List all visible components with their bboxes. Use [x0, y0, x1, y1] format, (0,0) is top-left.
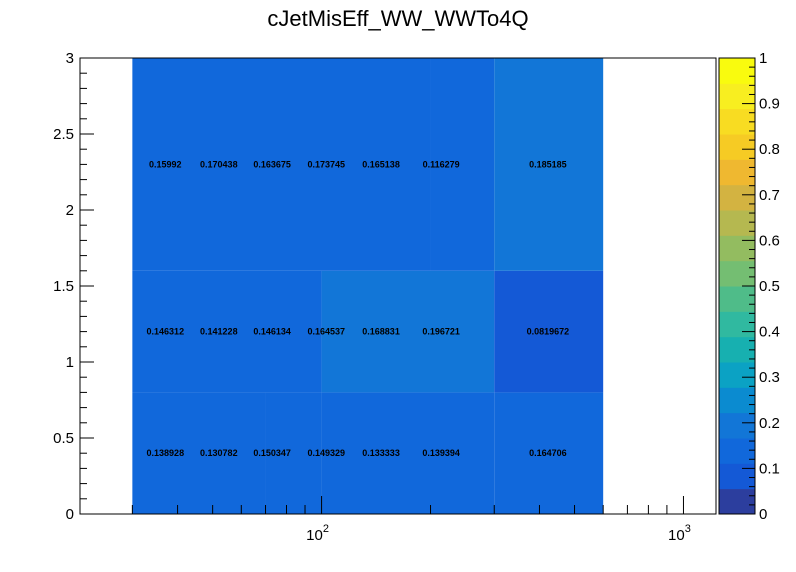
heatmap-cell [265, 392, 322, 514]
chart-title: cJetMisEff_WW_WWTo4Q [267, 6, 529, 31]
y-tick-label: 1 [66, 354, 74, 371]
cell-value-label: 0.138928 [147, 448, 185, 458]
y-tick-label: 0.5 [53, 430, 74, 447]
cell-value-label: 0.185185 [529, 159, 567, 169]
colorbar-tick-label: 0.2 [759, 415, 780, 432]
cell-value-label: 0.150347 [253, 448, 291, 458]
colorbar-segment [719, 311, 755, 338]
colorbar-segment [719, 488, 755, 515]
cell-value-label: 0.170438 [200, 159, 238, 169]
colorbar-segment [719, 58, 755, 84]
cell-value-label: 0.163675 [253, 159, 291, 169]
cell-value-label: 0.173745 [307, 159, 345, 169]
cell-value-label: 0.141228 [200, 327, 238, 337]
heatmap-cell [132, 58, 431, 271]
x-tick-label: 103 [668, 523, 691, 544]
heatmap-cell [494, 392, 604, 514]
cell-value-label: 0.139394 [422, 448, 460, 458]
cell-value-label: 0.15992 [149, 159, 182, 169]
y-tick-label: 1.5 [53, 278, 74, 295]
cell-value-label: 0.164537 [307, 327, 345, 337]
x-tick-label: 102 [306, 523, 329, 544]
colorbar-segment [719, 387, 755, 414]
colorbar-tick-label: 0.9 [759, 96, 780, 113]
heatmap-cell [494, 58, 604, 271]
cell-value-label: 0.196721 [422, 327, 460, 337]
cell-value-label: 0.164706 [529, 448, 567, 458]
heatmap-cell [321, 270, 495, 393]
colorbar-segment [719, 159, 755, 186]
colorbar-segment [719, 83, 755, 110]
colorbar-tick-label: 0 [759, 506, 767, 523]
colorbar-segment [719, 210, 755, 236]
colorbar-segment [719, 463, 755, 490]
cell-value-label: 0.149329 [307, 448, 345, 458]
colorbar-tick-label: 0.6 [759, 232, 780, 249]
y-tick-label: 3 [66, 50, 74, 67]
colorbar-tick-label: 0.4 [759, 324, 780, 341]
colorbar-tick-label: 1 [759, 50, 767, 67]
heatmap-cell [132, 270, 322, 393]
cell-value-label: 0.165138 [362, 159, 400, 169]
colorbar-tick-label: 0.3 [759, 369, 780, 386]
colorbar-segment [719, 438, 755, 464]
cell-value-label: 0.146312 [147, 327, 185, 337]
colorbar-segment [719, 286, 755, 312]
colorbar-tick-label: 0.7 [759, 187, 780, 204]
colorbar-segment [719, 134, 755, 160]
heatmap-cell [494, 270, 604, 393]
colorbar-tick-label: 0.1 [759, 460, 780, 477]
colorbar-segment [719, 412, 755, 439]
cell-value-label: 0.116279 [423, 159, 460, 169]
heatmap-cell [430, 58, 495, 271]
heatmap-cell [132, 392, 266, 514]
colorbar-segment [719, 235, 755, 262]
colorbar-tick-label: 0.5 [759, 278, 780, 295]
cell-value-label: 0.146134 [253, 327, 291, 337]
colorbar-segment [719, 184, 755, 211]
heatmap-cell [321, 392, 495, 514]
y-tick-label: 2.5 [53, 126, 74, 143]
colorbar-tick-label: 0.8 [759, 141, 780, 158]
colorbar-segment [719, 362, 755, 388]
y-tick-label: 2 [66, 202, 74, 219]
y-tick-label: 0 [66, 506, 74, 523]
cell-value-label: 0.168831 [362, 327, 400, 337]
cell-value-label: 0.0819672 [527, 327, 570, 337]
cell-value-label: 0.133333 [362, 448, 400, 458]
colorbar-segment [719, 260, 755, 287]
cell-value-label: 0.130782 [200, 448, 238, 458]
